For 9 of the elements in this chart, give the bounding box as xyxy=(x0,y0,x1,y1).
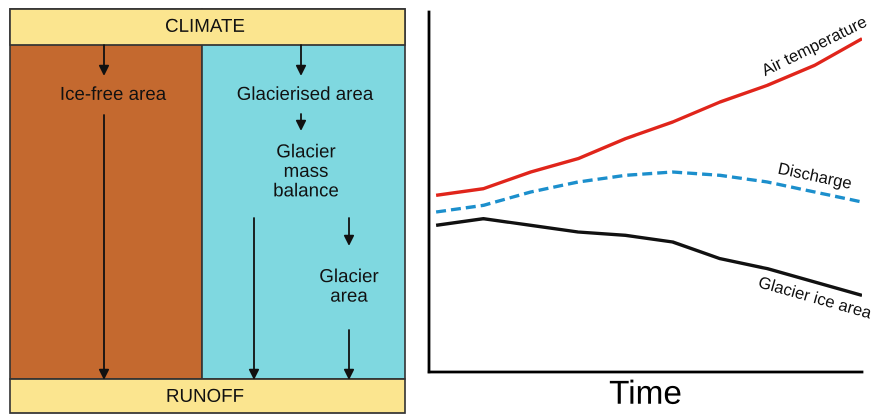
text: Discharge xyxy=(778,162,852,192)
text: Glacierised area xyxy=(238,86,374,100)
text: Ice-free area xyxy=(62,86,166,100)
text: Glacier mass balance xyxy=(274,144,338,197)
x-axis-title: Time xyxy=(610,380,680,404)
text: RUNOFF xyxy=(167,388,244,402)
text: Glacier area xyxy=(320,268,378,302)
text: CLIMATE xyxy=(166,18,244,32)
text: Glacier ice area xyxy=(758,276,873,319)
